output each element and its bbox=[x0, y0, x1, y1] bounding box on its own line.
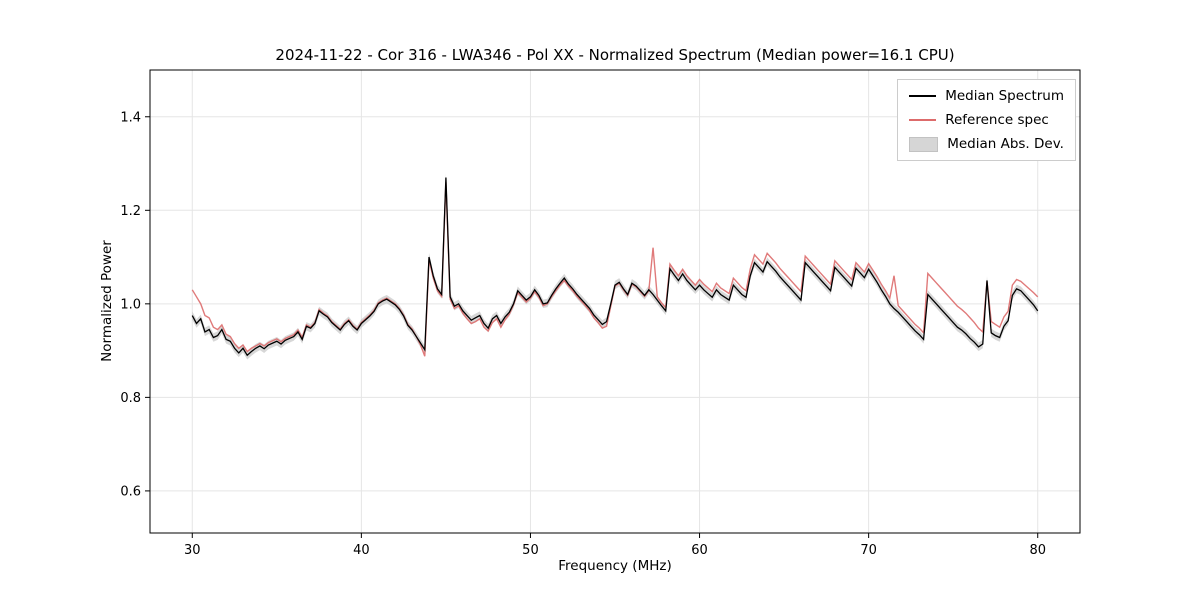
x-tick-label: 50 bbox=[522, 543, 539, 558]
x-tick-label: 40 bbox=[353, 543, 370, 558]
x-axis-label: Frequency (MHz) bbox=[558, 558, 672, 574]
legend-entry-reference: Reference spec bbox=[909, 112, 1064, 128]
y-tick-label: 0.6 bbox=[120, 484, 141, 499]
legend-label-mad: Median Abs. Dev. bbox=[947, 136, 1064, 152]
y-tick-label: 0.8 bbox=[120, 391, 141, 406]
median-line-swatch bbox=[909, 95, 937, 97]
y-tick-label: 1.0 bbox=[120, 297, 141, 312]
median-line bbox=[191, 177, 1039, 357]
y-tick-label: 1.4 bbox=[120, 110, 141, 125]
y-axis-label: Normalized Power bbox=[99, 240, 115, 362]
reference-line-swatch bbox=[909, 119, 937, 121]
chart-title: 2024-11-22 - Cor 316 - LWA346 - Pol XX -… bbox=[275, 46, 955, 64]
x-tick-label: 80 bbox=[1029, 543, 1046, 558]
axes-spines bbox=[149, 69, 1081, 534]
legend-entry-mad: Median Abs. Dev. bbox=[909, 136, 1064, 152]
mad-band-swatch bbox=[909, 136, 939, 152]
x-tick-label: 70 bbox=[860, 543, 877, 558]
x-tick-label: 60 bbox=[691, 543, 708, 558]
y-tick-label: 1.2 bbox=[120, 204, 141, 219]
x-tick-label: 30 bbox=[184, 543, 201, 558]
mad-band bbox=[192, 173, 1038, 360]
legend-label-reference: Reference spec bbox=[945, 112, 1049, 128]
legend-label-median: Median Spectrum bbox=[945, 88, 1064, 104]
legend-entry-median: Median Spectrum bbox=[909, 88, 1064, 104]
legend: Median Spectrum Reference spec Median Ab… bbox=[897, 79, 1076, 161]
